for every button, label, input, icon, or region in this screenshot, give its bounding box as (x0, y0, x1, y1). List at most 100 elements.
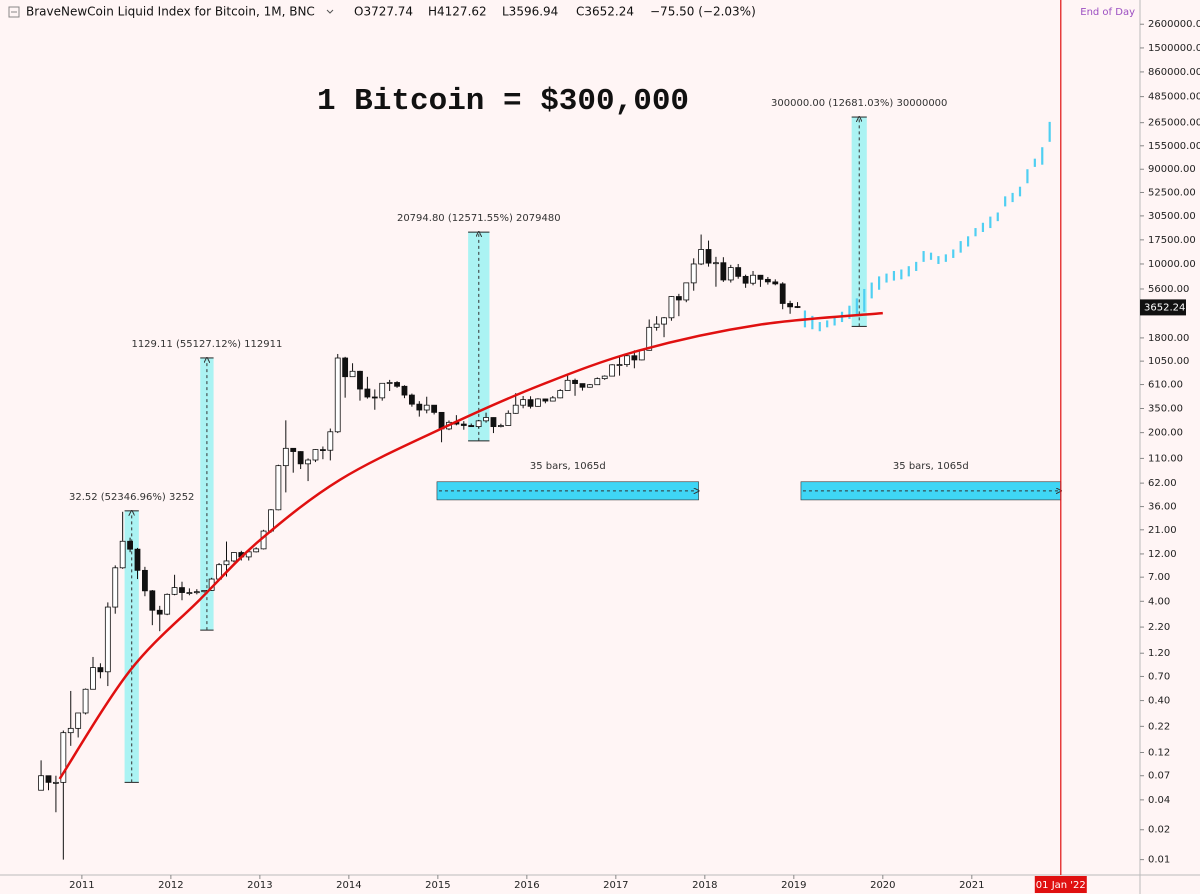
candle-body (631, 355, 638, 361)
price-range-label: 300000.00 (12681.03%) 30000000 (771, 98, 947, 109)
candle-body (349, 370, 356, 378)
x-tick-label: 2018 (692, 880, 717, 891)
y-tick-label: 1500000.00 (1148, 43, 1200, 54)
candle-body (527, 399, 534, 407)
y-tick-label: 52500.00 (1148, 187, 1196, 198)
candle-body (772, 281, 779, 285)
y-tick-label: 62.00 (1148, 478, 1177, 489)
y-tick-label: 110.00 (1148, 453, 1183, 464)
candle-body (705, 249, 712, 264)
candle-body (416, 403, 423, 411)
price-range-label: 20794.80 (12571.55%) 2079480 (397, 213, 561, 224)
x-tick-label: 2016 (514, 880, 539, 891)
candle-body (690, 263, 697, 284)
candle-body (683, 282, 690, 301)
candle-body (460, 423, 467, 426)
y-tick-label: 0.40 (1148, 696, 1170, 707)
x-tick-label: 2020 (870, 880, 895, 891)
price-range-label: 32.52 (52346.96%) 3252 (69, 492, 194, 503)
candle-body (119, 540, 126, 569)
change-value: −75.50 (−2.03%) (650, 5, 756, 19)
candle-body (334, 357, 341, 433)
candle-body (357, 370, 363, 390)
candle-body (408, 394, 415, 405)
y-tick-label: 0.02 (1148, 825, 1170, 836)
candle-body (386, 382, 393, 384)
symbol-title[interactable]: BraveNewCoin Liquid Index for Bitcoin, 1… (26, 5, 315, 19)
candle-body (668, 296, 675, 319)
candle-body (134, 548, 141, 571)
candle-body (594, 378, 601, 386)
candle-body (646, 326, 653, 351)
y-tick-label: 90000.00 (1148, 164, 1196, 175)
low-value: L3596.94 (502, 5, 558, 19)
y-tick-label: 0.22 (1148, 721, 1170, 732)
y-tick-label: 30500.00 (1148, 211, 1196, 222)
candle-body (164, 593, 171, 615)
y-tick-label: 10000.00 (1148, 259, 1196, 270)
candle-body (542, 398, 549, 402)
candle-body (90, 667, 96, 690)
candle-body (53, 781, 59, 784)
candle-body (171, 587, 178, 595)
last-price-label: 3652.24 (1144, 302, 1185, 313)
candle-body (112, 567, 119, 608)
candle-body (149, 590, 156, 611)
candle-body (720, 262, 727, 281)
x-tick-label: 2013 (247, 880, 272, 891)
y-tick-label: 36.00 (1148, 502, 1177, 513)
y-tick-label: 0.70 (1148, 671, 1170, 682)
candle-body (468, 425, 475, 428)
candle-body (127, 540, 133, 550)
candle-body (223, 560, 230, 566)
y-tick-label: 17500.00 (1148, 235, 1196, 246)
collapse-icon[interactable] (8, 6, 20, 18)
candle-body (757, 274, 764, 280)
candle-body (379, 382, 386, 399)
candle-body (616, 364, 623, 366)
candle-body (505, 412, 512, 426)
candle-body (290, 447, 297, 452)
candle-body (549, 397, 556, 402)
symbol-dropdown[interactable] (326, 9, 334, 14)
candle-body (231, 552, 237, 562)
y-tick-label: 860000.00 (1148, 67, 1200, 78)
y-tick-label: 4.00 (1148, 596, 1170, 607)
candle-body (557, 390, 564, 399)
candle-body (512, 404, 519, 414)
candle-body (661, 317, 667, 325)
close-value: C3652.24 (576, 5, 634, 19)
candle-body (653, 323, 660, 328)
candle-body (364, 388, 371, 398)
y-tick-label: 2600000.00 (1148, 19, 1200, 30)
x-tick-label: 2011 (69, 880, 94, 891)
candle-body (319, 449, 326, 451)
candle-body (750, 274, 756, 284)
candle-body (201, 590, 208, 593)
y-tick-label: 155000.00 (1148, 141, 1200, 152)
y-tick-label: 610.00 (1148, 380, 1183, 391)
y-tick-label: 12.00 (1148, 549, 1177, 560)
candle-body (535, 398, 541, 407)
headline: 1 Bitcoin = $300,000 (317, 84, 689, 119)
candle-body (371, 396, 378, 399)
date-marker-label: 01 Jan '22 (1036, 880, 1086, 891)
candle-body (297, 451, 304, 465)
candle-body (497, 425, 504, 428)
candle-body (579, 383, 586, 388)
y-tick-label: 7.00 (1148, 572, 1170, 583)
candle-body (45, 775, 52, 783)
y-tick-label: 1800.00 (1148, 333, 1189, 344)
price-range (124, 510, 139, 783)
date-range-label: 35 bars, 1065d (530, 461, 606, 472)
x-tick-label: 2015 (425, 880, 450, 891)
candle-body (253, 548, 260, 553)
x-tick-label: 2021 (959, 880, 984, 891)
candle-body (394, 382, 400, 387)
open-value: O3727.74 (354, 5, 413, 19)
candle-body (727, 267, 734, 281)
candle-body (423, 404, 430, 411)
high-value: H4127.62 (428, 5, 487, 19)
candle-body (483, 417, 489, 422)
